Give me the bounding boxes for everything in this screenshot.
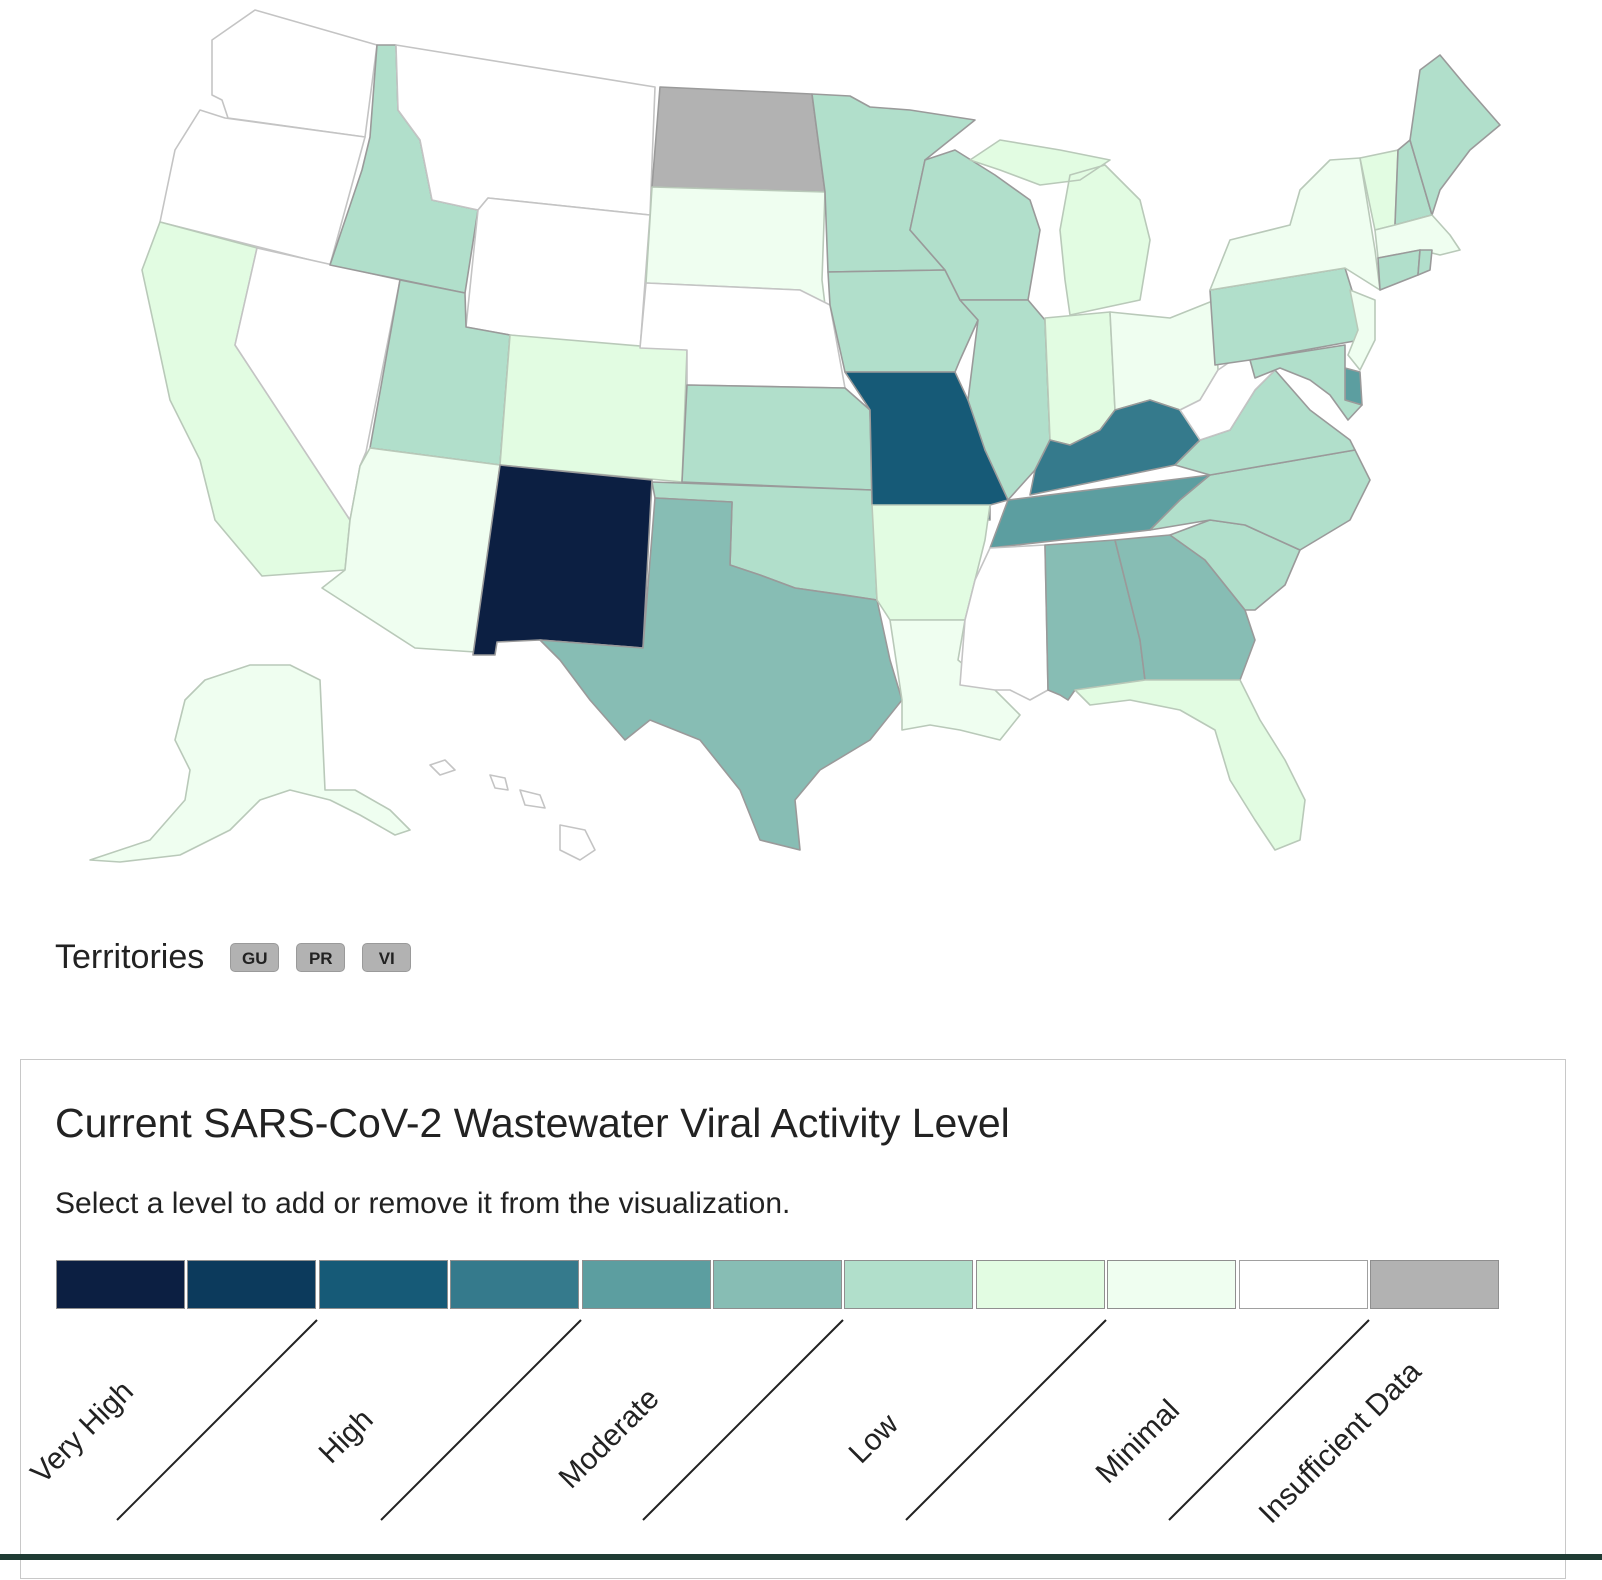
- state-il[interactable]: [959, 299, 1051, 501]
- state-wa[interactable]: [211, 9, 378, 138]
- legend-swatch-6[interactable]: [713, 1260, 842, 1309]
- territory-vi-button[interactable]: VI: [362, 943, 412, 972]
- legend-divider-line: [116, 1319, 318, 1521]
- state-nm[interactable]: [472, 464, 653, 656]
- territory-gu-button[interactable]: GU: [230, 943, 280, 972]
- legend-swatch-9[interactable]: [1107, 1260, 1237, 1309]
- legend-swatch-8[interactable]: [975, 1260, 1105, 1309]
- state-ky[interactable]: [1029, 399, 1201, 496]
- legend-title: Current SARS-CoV-2 Wastewater Viral Acti…: [55, 1100, 1010, 1146]
- legend-swatch-10[interactable]: [1238, 1260, 1368, 1309]
- state-wy[interactable]: [465, 197, 651, 351]
- state-fl[interactable]: [1074, 679, 1306, 851]
- territories-row: Territories GU PR VI: [55, 938, 428, 977]
- us-state-map: [89, 9, 1501, 863]
- state-nj[interactable]: [1347, 289, 1376, 371]
- legend-level-label[interactable]: Moderate: [553, 1382, 666, 1495]
- territories-label: Territories: [55, 938, 205, 976]
- state-la[interactable]: [889, 619, 1021, 741]
- state-ks[interactable]: [681, 384, 873, 491]
- legend-level-label[interactable]: Low: [843, 1407, 905, 1469]
- territory-pr-button[interactable]: PR: [296, 943, 346, 972]
- legend-swatch-3[interactable]: [318, 1260, 448, 1309]
- legend-level-label[interactable]: Insufficient Data: [1253, 1355, 1428, 1530]
- state-hi[interactable]: [429, 759, 596, 861]
- legend-level-label[interactable]: Very High: [25, 1375, 140, 1490]
- bottom-bar: [0, 1554, 1602, 1560]
- legend-divider-line: [1168, 1319, 1370, 1521]
- state-ri[interactable]: [1417, 249, 1433, 276]
- us-map-svg: [89, 9, 1501, 863]
- state-mt[interactable]: [395, 44, 656, 216]
- legend-swatch-2[interactable]: [187, 1260, 317, 1309]
- legend-divider-line: [905, 1319, 1107, 1521]
- state-oh[interactable]: [1109, 299, 1219, 411]
- legend-level-label[interactable]: Minimal: [1090, 1394, 1186, 1490]
- legend-swatch-11[interactable]: [1370, 1260, 1499, 1309]
- state-ny[interactable]: [1209, 157, 1381, 291]
- legend-swatch-5[interactable]: [581, 1260, 711, 1309]
- legend-subtitle: Select a level to add or remove it from …: [55, 1187, 791, 1220]
- state-mi[interactable]: [969, 139, 1151, 316]
- state-me[interactable]: [1409, 54, 1501, 216]
- legend-swatch-4[interactable]: [450, 1260, 580, 1309]
- state-tx[interactable]: [539, 497, 903, 851]
- legend-swatch-7[interactable]: [844, 1260, 974, 1309]
- state-md[interactable]: [1249, 344, 1363, 421]
- state-nd[interactable]: [651, 86, 826, 193]
- state-ct[interactable]: [1377, 249, 1421, 291]
- state-de[interactable]: [1344, 367, 1363, 406]
- legend-divider-line: [380, 1319, 582, 1521]
- legend-swatch-1[interactable]: [56, 1260, 185, 1309]
- legend-panel: Current SARS-CoV-2 Wastewater Viral Acti…: [20, 1059, 1566, 1579]
- legend-divider-line: [642, 1319, 844, 1521]
- state-ak[interactable]: [89, 664, 411, 863]
- legend-level-label[interactable]: High: [313, 1403, 380, 1470]
- state-co[interactable]: [499, 334, 688, 483]
